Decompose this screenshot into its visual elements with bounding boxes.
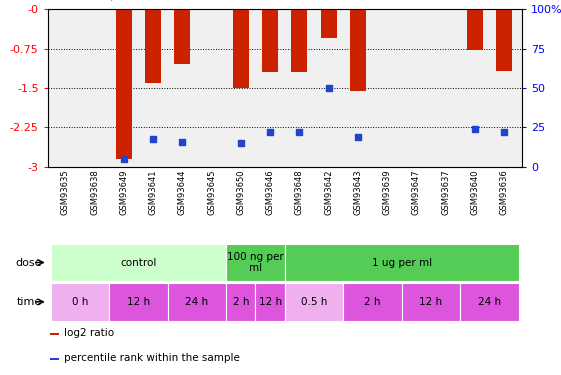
Point [295,129,304,135]
Text: GDS1753 / 25952: GDS1753 / 25952 [48,0,159,2]
Bar [496,9,512,71]
Point [500,129,509,135]
Bar [285,244,519,281]
Bar [50,244,226,281]
Text: 2 h: 2 h [233,297,249,307]
Text: time: time [17,297,42,307]
Bar [116,9,132,159]
Bar [291,9,307,72]
Text: percentile rank within the sample: percentile rank within the sample [65,353,240,363]
Text: 12 h: 12 h [420,297,443,307]
Bar [255,283,285,321]
Point [353,134,362,140]
Bar [402,283,460,321]
Point [265,129,274,135]
Bar [226,244,284,281]
Bar [50,358,58,360]
Bar [285,283,343,321]
Text: 100 ng per
ml: 100 ng per ml [227,252,284,273]
Bar [50,333,58,335]
Text: 0 h: 0 h [72,297,88,307]
Bar [174,9,190,64]
Text: 24 h: 24 h [185,297,209,307]
Bar [226,283,255,321]
Bar [350,9,366,91]
Bar [233,9,249,88]
Bar [343,283,402,321]
Text: log2 ratio: log2 ratio [65,328,114,338]
Text: 1 ug per ml: 1 ug per ml [372,258,432,267]
Point [324,85,333,91]
Bar [320,9,337,38]
Text: dose: dose [16,258,42,267]
Text: 12 h: 12 h [127,297,150,307]
Bar [50,283,109,321]
Point [178,139,187,145]
Point [119,156,128,162]
Text: control: control [120,258,157,267]
Point [236,140,245,146]
Bar [168,283,226,321]
Bar [467,9,483,50]
Text: 0.5 h: 0.5 h [301,297,327,307]
Bar [262,9,278,72]
Bar [460,283,519,321]
Text: 24 h: 24 h [478,297,501,307]
Bar [109,283,168,321]
Point [149,135,158,141]
Bar [145,9,161,83]
Text: 2 h: 2 h [364,297,381,307]
Point [471,126,480,132]
Text: 12 h: 12 h [259,297,282,307]
